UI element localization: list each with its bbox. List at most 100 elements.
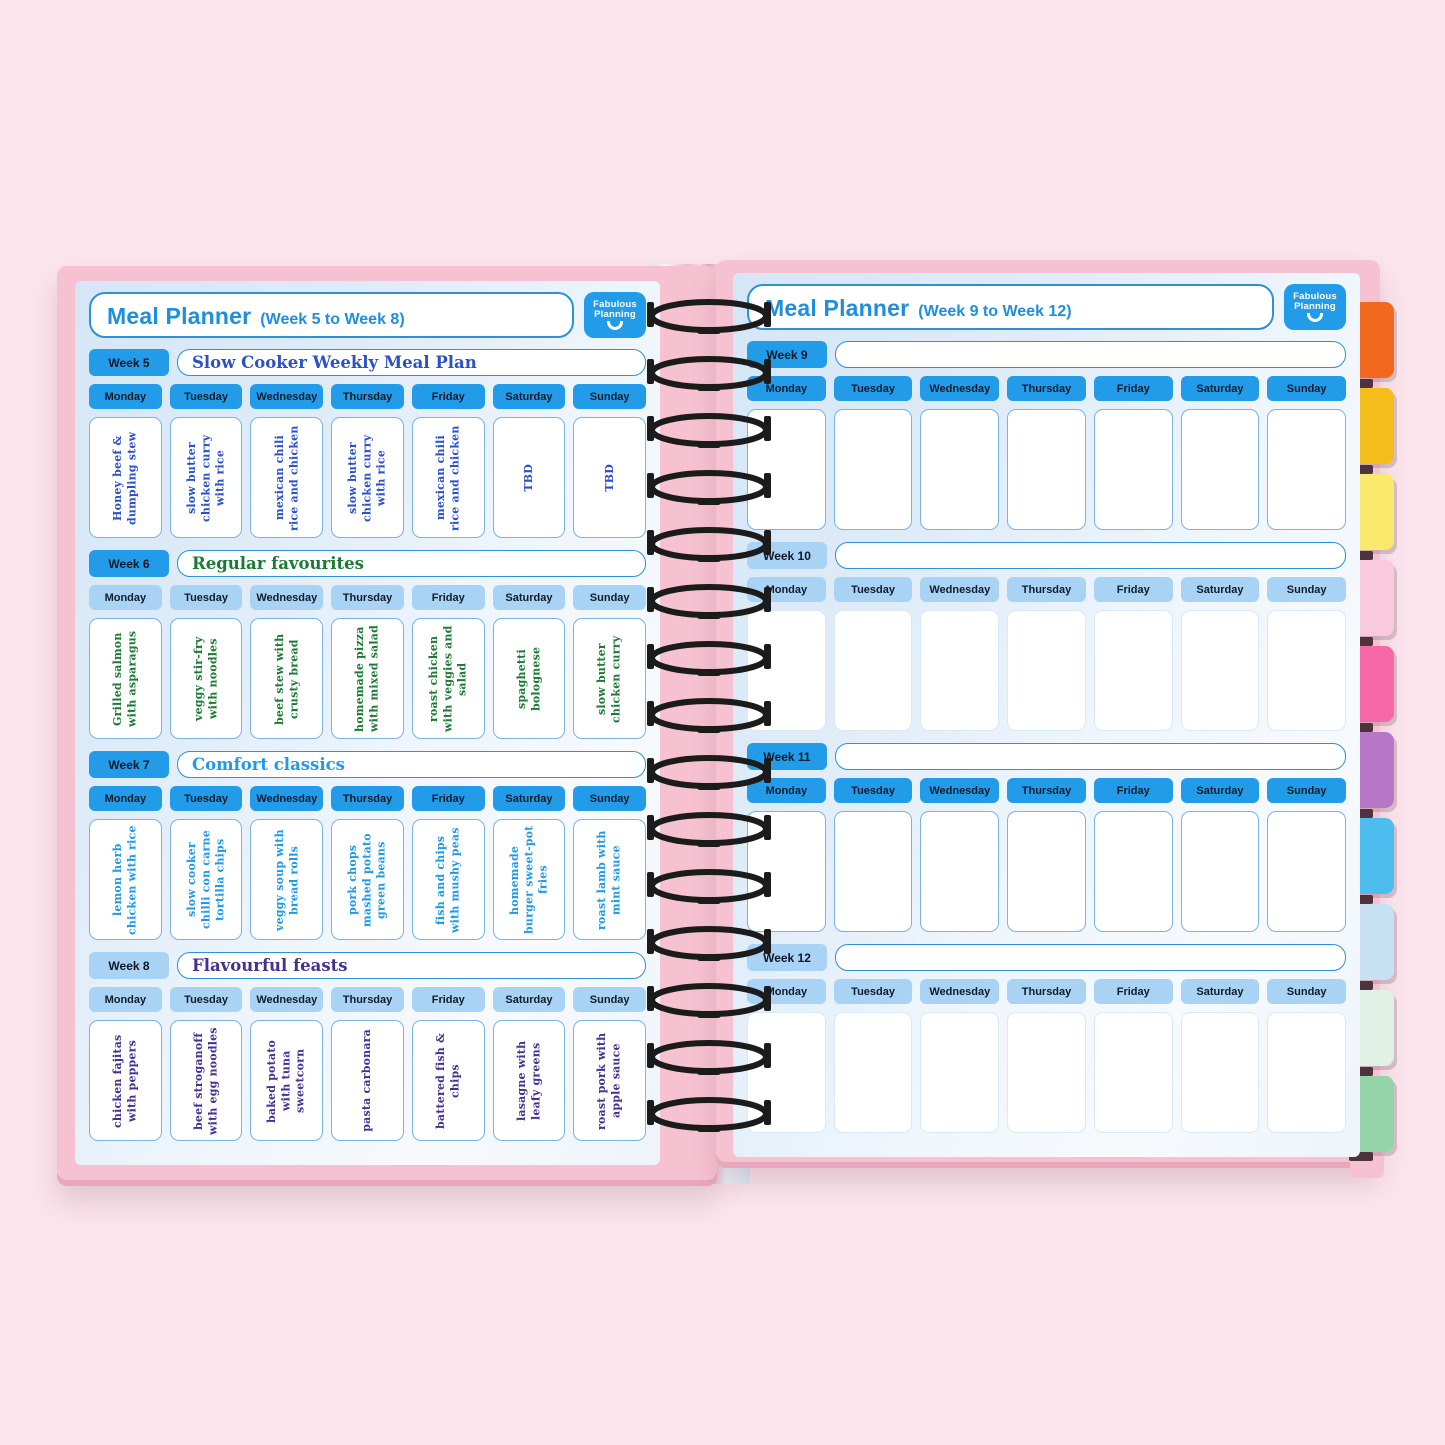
meal-cell-tuesday[interactable]: slow cooker chilli con carne tortilla ch… [169, 819, 243, 940]
day-chip-friday: Friday [411, 585, 485, 610]
week-theme-input[interactable]: Slow Cooker Weekly Meal Plan [177, 349, 646, 376]
meal-cell-saturday[interactable]: lasagne with leafy greens [492, 1020, 566, 1141]
left-page-title-box: Meal Planner (Week 5 to Week 8) [89, 292, 574, 338]
meal-cell-saturday[interactable]: TBD [492, 417, 566, 538]
meal-cell-tuesday[interactable] [833, 1012, 913, 1133]
meal-cell-saturday[interactable] [1180, 1012, 1260, 1133]
meal-cell-monday[interactable]: Honey beef & dumpling stew [89, 417, 162, 538]
meal-cell-monday[interactable]: lemon herb chicken with rice [89, 819, 162, 940]
meal-cell-wednesday[interactable] [920, 811, 1000, 932]
meal-cell-friday[interactable] [1093, 610, 1173, 731]
meal-text: baked potato with tuna sweetcorn [265, 1039, 307, 1123]
day-chip-tuesday: Tuesday [169, 987, 243, 1012]
week-theme-input[interactable] [835, 542, 1346, 569]
day-chip-saturday: Saturday [1180, 376, 1260, 401]
meal-text: pork chops mashed potato green beans [346, 832, 388, 927]
meal-cell-monday[interactable]: chicken fajitas with peppers [89, 1020, 162, 1141]
spiral-coil [644, 980, 774, 1024]
day-chip-friday: Friday [1093, 979, 1173, 1004]
meal-cell-wednesday[interactable]: mexican chili rice and chicken [250, 417, 324, 538]
meal-cell-friday[interactable]: fish and chips with mushy peas [411, 819, 485, 940]
day-chip-friday: Friday [411, 786, 485, 811]
logo-line2: Planning [594, 308, 636, 320]
meal-cell-wednesday[interactable]: beef stew with crusty bread [250, 618, 324, 739]
meal-cell-tuesday[interactable] [833, 610, 913, 731]
meal-cell-thursday[interactable] [1007, 409, 1086, 530]
meal-cell-sunday[interactable]: roast pork with apple sauce [573, 1020, 647, 1141]
meal-cell-friday[interactable]: battered fish & chips [411, 1020, 485, 1141]
meal-text: roast pork with apple sauce [595, 1031, 623, 1130]
meal-cell-thursday[interactable] [1007, 610, 1086, 731]
meal-cell-thursday[interactable]: homemade pizza with mixed salad [331, 618, 404, 739]
meal-cell-saturday[interactable] [1180, 811, 1260, 932]
meal-cell-tuesday[interactable]: beef stroganoff with egg noodles [169, 1020, 243, 1141]
meal-cell-saturday[interactable]: homemade burger sweet-pot fries [492, 819, 566, 940]
meal-cell-saturday[interactable]: spaghetti bolognese [492, 618, 566, 739]
week-theme-input[interactable]: Regular favourites [177, 550, 646, 577]
meal-text: homemade pizza with mixed salad [353, 625, 381, 732]
meal-cell-wednesday[interactable] [920, 409, 1000, 530]
meal-cell-wednesday[interactable]: veggy soup with bread rolls [250, 819, 324, 940]
meal-cell-thursday[interactable] [1007, 1012, 1086, 1133]
day-chip-tuesday: Tuesday [169, 384, 243, 409]
meal-cell-monday[interactable] [747, 811, 826, 932]
meal-cell-friday[interactable] [1093, 811, 1173, 932]
meal-text: lemon herb chicken with rice [111, 824, 139, 935]
meal-text: mexican chili rice and chicken [272, 424, 300, 531]
week-header-row: Week 11 [747, 743, 1346, 770]
meal-cell-thursday[interactable] [1007, 811, 1086, 932]
meal-cell-monday[interactable] [747, 409, 826, 530]
meal-cell-sunday[interactable] [1267, 610, 1347, 731]
meal-cell-wednesday[interactable]: baked potato with tuna sweetcorn [250, 1020, 324, 1141]
meal-cell-tuesday[interactable]: veggy stir-fry with noodles [169, 618, 243, 739]
meal-cell-sunday[interactable]: slow butter chicken curry [573, 618, 647, 739]
meal-row: lemon herb chicken with rice slow cooker … [89, 819, 647, 940]
day-chip-friday: Friday [1093, 577, 1173, 602]
day-chip-thursday: Thursday [331, 384, 404, 409]
spiral-coil [644, 1037, 774, 1081]
meal-cell-thursday[interactable]: pasta carbonara [331, 1020, 404, 1141]
meal-cell-friday[interactable]: mexican chili rice and chicken [411, 417, 485, 538]
day-chip-saturday: Saturday [492, 786, 566, 811]
meal-cell-wednesday[interactable] [920, 610, 1000, 731]
meal-cell-sunday[interactable] [1267, 409, 1347, 530]
meal-cell-monday[interactable]: Grilled salmon with asparagus [89, 618, 162, 739]
week-label: Week 5 [89, 349, 169, 376]
week-section-week-7: Week 7 Comfort classics Monday Tuesday Wedne… [89, 751, 647, 940]
meal-cell-sunday[interactable] [1267, 1012, 1347, 1133]
meal-cell-friday[interactable] [1093, 409, 1173, 530]
day-chip-saturday: Saturday [492, 585, 566, 610]
meal-text: slow butter chicken curry with rice [184, 433, 227, 522]
week-theme-input[interactable]: Comfort classics [177, 751, 646, 778]
right-week-sections: Week 9 Monday Tuesday Wednesday Thursday Frid… [747, 341, 1347, 1133]
meal-cell-monday[interactable] [747, 1012, 826, 1133]
day-chip-wednesday: Wednesday [920, 979, 1000, 1004]
meal-cell-sunday[interactable]: roast lamb with mint sauce [573, 819, 647, 940]
meal-cell-tuesday[interactable] [833, 811, 913, 932]
meal-cell-tuesday[interactable]: slow butter chicken curry with rice [169, 417, 243, 538]
meal-text: spaghetti bolognese [514, 646, 542, 711]
meal-cell-friday[interactable]: roast chicken with veggies and salad [411, 618, 485, 739]
meal-cell-friday[interactable] [1093, 1012, 1173, 1133]
meal-cell-saturday[interactable] [1180, 610, 1260, 731]
day-chip-thursday: Thursday [331, 585, 404, 610]
meal-cell-tuesday[interactable] [833, 409, 913, 530]
meal-cell-thursday[interactable]: slow butter chicken curry with rice [331, 417, 404, 538]
day-chip-tuesday: Tuesday [833, 778, 913, 803]
meal-cell-sunday[interactable] [1267, 811, 1347, 932]
spiral-coil [644, 923, 774, 967]
meal-cell-saturday[interactable] [1180, 409, 1260, 530]
week-label: Week 6 [89, 550, 169, 577]
day-chip-wednesday: Wednesday [250, 384, 324, 409]
meal-cell-sunday[interactable]: TBD [573, 417, 647, 538]
day-chip-sunday: Sunday [573, 786, 647, 811]
week-theme-input[interactable] [835, 944, 1346, 971]
week-theme-input[interactable] [835, 341, 1346, 368]
week-theme-input[interactable]: Flavourful feasts [177, 952, 646, 979]
week-theme-text: Regular favourites [192, 554, 364, 573]
week-theme-input[interactable] [835, 743, 1346, 770]
meal-cell-thursday[interactable]: pork chops mashed potato green beans [331, 819, 404, 940]
meal-cell-wednesday[interactable] [920, 1012, 1000, 1133]
meal-text: TBD [602, 463, 616, 492]
spiral-coil [644, 1094, 774, 1138]
